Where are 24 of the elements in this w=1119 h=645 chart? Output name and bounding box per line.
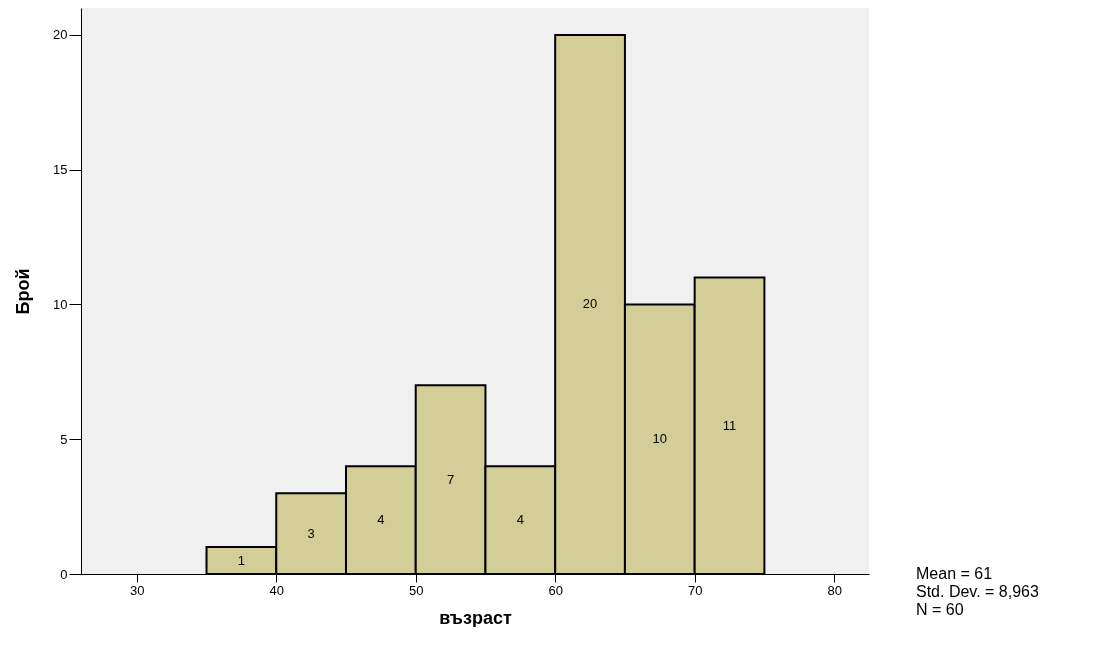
data-label: 3 <box>307 525 315 541</box>
text: Std. Dev. = 8,963 <box>916 583 1039 601</box>
y-tick-label: 20 <box>53 27 68 43</box>
y-tick-label: 15 <box>53 162 68 178</box>
x-tick-label: 30 <box>130 582 145 598</box>
data-label: 4 <box>377 512 385 528</box>
data-label: 20 <box>582 296 598 312</box>
data-label: 11 <box>722 417 737 433</box>
data-label: 1 <box>237 552 246 568</box>
text: Mean = 61 <box>916 565 994 583</box>
data-label: 10 <box>652 431 668 447</box>
x-tick-label: 40 <box>269 582 284 598</box>
y-tick-label: 5 <box>60 431 68 447</box>
x-tick-label: 70 <box>687 582 703 598</box>
x-axis-title: възраст <box>439 607 512 628</box>
text: N = 60 <box>916 601 965 619</box>
y-axis-title: Брой <box>13 268 34 315</box>
x-tick-label: 50 <box>408 582 424 598</box>
data-label: 7 <box>446 471 455 487</box>
data-label: 4 <box>516 512 524 528</box>
x-tick-label: 60 <box>548 582 563 598</box>
y-tick-label: 10 <box>53 296 68 312</box>
y-tick-label: 0 <box>60 566 68 582</box>
x-tick-label: 80 <box>827 582 842 598</box>
